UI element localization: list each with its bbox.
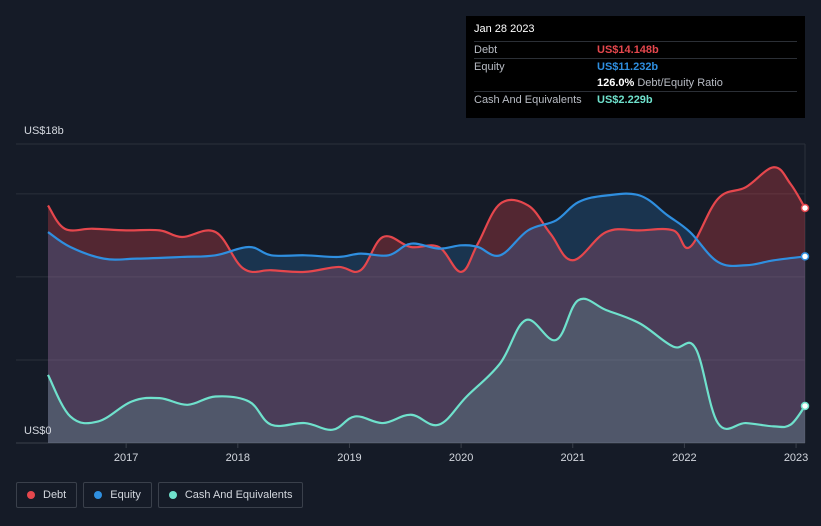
series-lines xyxy=(47,166,806,431)
cash-line xyxy=(47,297,806,431)
cash-end-marker xyxy=(800,401,810,411)
tooltip-row-ratio: 126.0% Debt/Equity Ratio xyxy=(474,75,797,91)
x-axis-ticks: 2017 2018 2019 2020 2021 2022 2023 xyxy=(114,443,808,464)
tooltip-equity-value: US$11.232b xyxy=(597,61,659,73)
x-tick-label: 2021 xyxy=(561,452,585,464)
tooltip-cash-value: US$2.229b xyxy=(597,94,653,106)
x-tick-label: 2018 xyxy=(226,452,250,464)
y-axis-bottom-label: US$0 xyxy=(24,425,52,437)
x-tick-label: 2020 xyxy=(449,452,473,464)
x-tick-label: 2019 xyxy=(337,452,361,464)
tooltip-row-equity: Equity US$11.232b xyxy=(474,58,797,75)
legend-item-equity[interactable]: Equity xyxy=(83,482,152,508)
cash-dot-icon xyxy=(168,491,177,499)
x-tick-label: 2022 xyxy=(672,452,696,464)
tooltip-date: Jan 28 2023 xyxy=(474,23,535,35)
series-end-markers xyxy=(800,203,810,411)
cash-area xyxy=(48,298,805,443)
equity-area xyxy=(48,193,805,443)
debt-dot-icon xyxy=(27,491,35,499)
legend-cash-label: Cash And Equivalents xyxy=(184,489,293,501)
tooltip-row-cash: Cash And Equivalents US$2.229b xyxy=(474,91,797,108)
equity-dot-icon xyxy=(94,491,103,499)
debt-end-marker xyxy=(800,203,810,213)
tooltip-equity-label: Equity xyxy=(474,61,505,73)
debt-line xyxy=(47,166,806,274)
legend-item-cash[interactable]: Cash And Equivalents xyxy=(157,482,304,508)
x-tick-label: 2017 xyxy=(114,452,138,464)
y-axis-top-label: US$18b xyxy=(24,125,64,137)
tooltip-debt-label: Debt xyxy=(474,44,498,56)
tooltip-ratio-value: 126.0% xyxy=(597,77,635,89)
equity-end-marker xyxy=(800,252,810,261)
tooltip-ratio: 126.0% Debt/Equity Ratio xyxy=(597,75,723,91)
legend: Debt Equity Cash And Equivalents xyxy=(16,482,304,508)
tooltip-ratio-label: Debt/Equity Ratio xyxy=(637,77,723,89)
tooltip-panel: Jan 28 2023 Debt US$14.148b Equity US$11… xyxy=(466,16,805,118)
gridlines xyxy=(16,143,806,444)
legend-debt-label: Debt xyxy=(43,489,67,501)
x-tick-label: 2023 xyxy=(784,452,808,464)
series-areas xyxy=(48,167,805,443)
legend-equity-label: Equity xyxy=(110,489,141,501)
tooltip-debt-value: US$14.148b xyxy=(597,44,659,56)
tooltip-row-debt: Debt US$14.148b xyxy=(474,41,797,58)
debt-area xyxy=(48,167,805,443)
legend-item-debt[interactable]: Debt xyxy=(16,482,78,508)
equity-line xyxy=(47,192,806,268)
tooltip-cash-label: Cash And Equivalents xyxy=(474,94,582,106)
